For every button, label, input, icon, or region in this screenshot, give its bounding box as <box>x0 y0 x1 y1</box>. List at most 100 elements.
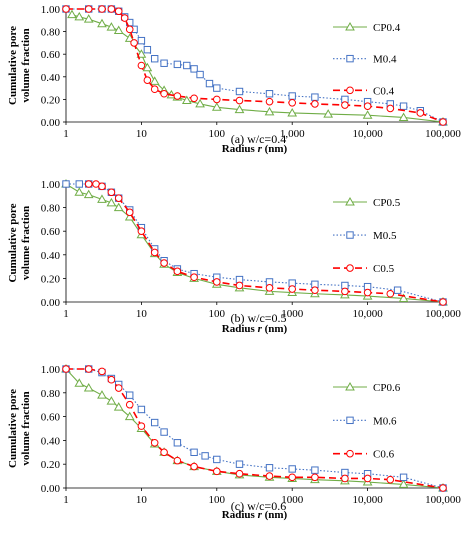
data-point <box>160 89 168 98</box>
data-point <box>265 284 274 292</box>
y-tick-label: 0.60 <box>41 412 61 424</box>
legend-label: CP0.4 <box>373 22 401 34</box>
data-point <box>62 5 70 13</box>
data-point <box>173 439 182 447</box>
legend-label: M0.4 <box>373 54 397 66</box>
x-tick-label: 1 <box>63 494 69 506</box>
y-tick-label: 0.00 <box>41 297 61 309</box>
data-point <box>97 390 107 399</box>
data-point <box>98 182 106 191</box>
data-point <box>311 100 319 108</box>
data-point <box>137 36 146 45</box>
x-tick-label: 10,000 <box>352 494 383 506</box>
y-axis-label-text: Cumulative porevolume fraction <box>7 203 32 282</box>
data-point <box>213 455 221 464</box>
legend-entry: M0.5 <box>333 230 397 242</box>
data-point <box>106 396 117 405</box>
data-point <box>136 49 147 58</box>
data-point <box>126 391 134 399</box>
data-point <box>196 70 204 79</box>
data-point <box>288 92 296 100</box>
data-point <box>74 11 85 21</box>
data-point <box>149 76 160 85</box>
chart-panel-1: 0.00 0.20 0.40 0.60 0.80 1.00 1 10 100 1000 10,000… <box>7 178 461 335</box>
data-point <box>84 180 93 188</box>
data-point <box>114 194 123 202</box>
y-axis-label-text: Cumulative porevolume fraction <box>7 389 32 468</box>
data-point <box>265 97 274 106</box>
x-tick-label: 100,000 <box>425 308 461 320</box>
data-point <box>74 187 85 196</box>
data-point <box>311 466 319 474</box>
chart-panel-0: 0.00 0.20 0.40 0.60 0.80 1.00 1 10 100 1,000 10,00… <box>7 4 461 155</box>
data-point <box>288 98 297 107</box>
data-point <box>183 61 191 70</box>
data-point <box>386 104 395 113</box>
legend-marker <box>346 86 354 95</box>
data-point <box>107 5 116 13</box>
data-point <box>201 452 209 460</box>
data-point <box>264 106 275 116</box>
data-point <box>439 118 447 126</box>
series-C0.4 <box>62 5 447 126</box>
data-point <box>137 61 146 70</box>
y-tick-label: 0.40 <box>41 435 61 447</box>
data-point <box>393 286 402 294</box>
data-point <box>190 273 198 282</box>
data-point <box>235 460 244 468</box>
legend-marker <box>345 196 355 206</box>
data-point <box>386 289 395 298</box>
data-point <box>137 405 146 414</box>
data-point <box>311 286 319 295</box>
x-tick-label: 10 <box>136 128 148 140</box>
data-point <box>399 473 408 481</box>
data-point <box>173 92 182 100</box>
data-point <box>213 84 221 92</box>
data-point <box>235 87 244 96</box>
data-point <box>439 298 447 306</box>
data-point <box>143 45 152 54</box>
data-point <box>62 180 70 188</box>
data-point <box>190 448 198 457</box>
y-tick-label: 0.80 <box>41 203 61 215</box>
data-point <box>288 465 296 473</box>
data-point <box>160 259 168 267</box>
data-point <box>265 90 274 98</box>
chart-caption: (b) w/c=0.5 <box>230 311 286 325</box>
x-tick-label: 100 <box>209 494 226 506</box>
series-C0.5 <box>84 180 447 306</box>
data-point <box>195 98 205 108</box>
data-point <box>125 208 134 217</box>
data-point <box>288 473 297 482</box>
legend-entry: C0.5 <box>333 263 395 275</box>
chart-caption: (c) w/c=0.6 <box>231 499 286 513</box>
data-point <box>341 287 349 296</box>
x-tick-label: 1000 <box>281 494 304 506</box>
data-point <box>107 188 116 197</box>
data-point <box>213 278 221 286</box>
data-point <box>439 484 447 492</box>
x-tick-label: 10,000 <box>352 128 383 140</box>
x-tick-label: 10,000 <box>352 308 383 320</box>
y-tick-label: 1.00 <box>41 4 61 16</box>
data-point <box>288 285 297 293</box>
data-point <box>173 267 182 276</box>
y-tick-label: 0.80 <box>41 388 61 400</box>
legend-label: CP0.6 <box>373 382 401 394</box>
y-axis-label: Cumulative porevolume fraction <box>7 203 32 282</box>
x-tick-label: 1 <box>63 128 69 140</box>
legend-entry: C0.4 <box>333 85 395 97</box>
legend-marker <box>346 416 354 425</box>
series-line <box>66 368 444 489</box>
data-point <box>130 39 138 47</box>
x-axis-label: Radius r (nm) <box>222 509 288 521</box>
data-point <box>363 288 372 297</box>
legend-marker <box>346 54 354 63</box>
data-point <box>106 197 117 207</box>
data-point <box>205 79 214 88</box>
data-point <box>235 469 244 478</box>
data-point <box>265 472 274 480</box>
legend-label: C0.4 <box>373 85 395 97</box>
x-tick-label: 1000 <box>281 308 304 320</box>
data-point <box>75 180 83 188</box>
